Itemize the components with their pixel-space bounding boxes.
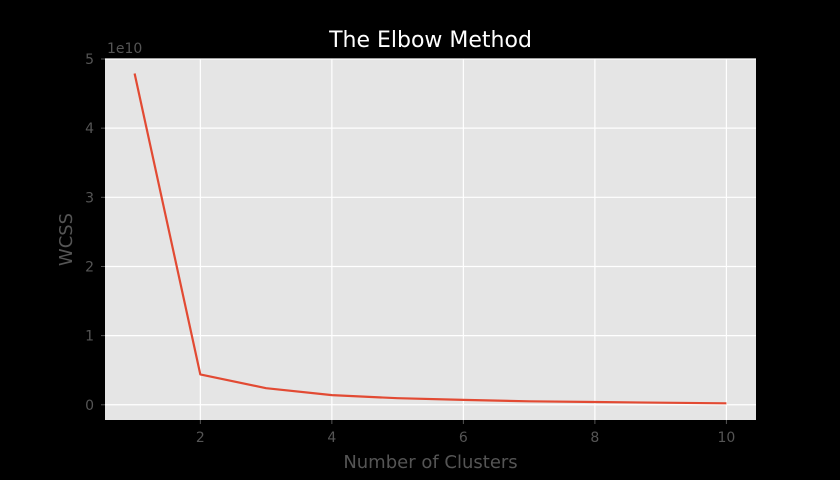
y-tick-label: 5 xyxy=(85,52,94,68)
tick-layer: 2 4 6 8 10 0 1 2 3 4 5 xyxy=(85,52,735,446)
series-line xyxy=(133,73,727,405)
y-tick-label: 4 xyxy=(85,121,94,137)
y-tick-label: 1 xyxy=(85,329,94,345)
y-axis-offset-label: 1e10 xyxy=(107,41,142,57)
series-layer xyxy=(133,73,727,405)
x-tick-label: 8 xyxy=(590,430,599,446)
x-axis-title: Number of Clusters xyxy=(343,452,517,473)
y-tick-label: 3 xyxy=(85,190,94,206)
x-tick-label: 2 xyxy=(196,430,205,446)
y-tick-label: 2 xyxy=(85,259,94,275)
x-tick-label: 10 xyxy=(717,430,735,446)
y-tick-label: 0 xyxy=(85,398,94,414)
x-tick-label: 4 xyxy=(327,430,336,446)
x-tick-label: 6 xyxy=(459,430,468,446)
chart-title: The Elbow Method xyxy=(328,28,532,53)
grid-layer xyxy=(105,58,756,420)
plot-area xyxy=(105,59,756,420)
y-axis-title: WCSS xyxy=(56,213,77,266)
